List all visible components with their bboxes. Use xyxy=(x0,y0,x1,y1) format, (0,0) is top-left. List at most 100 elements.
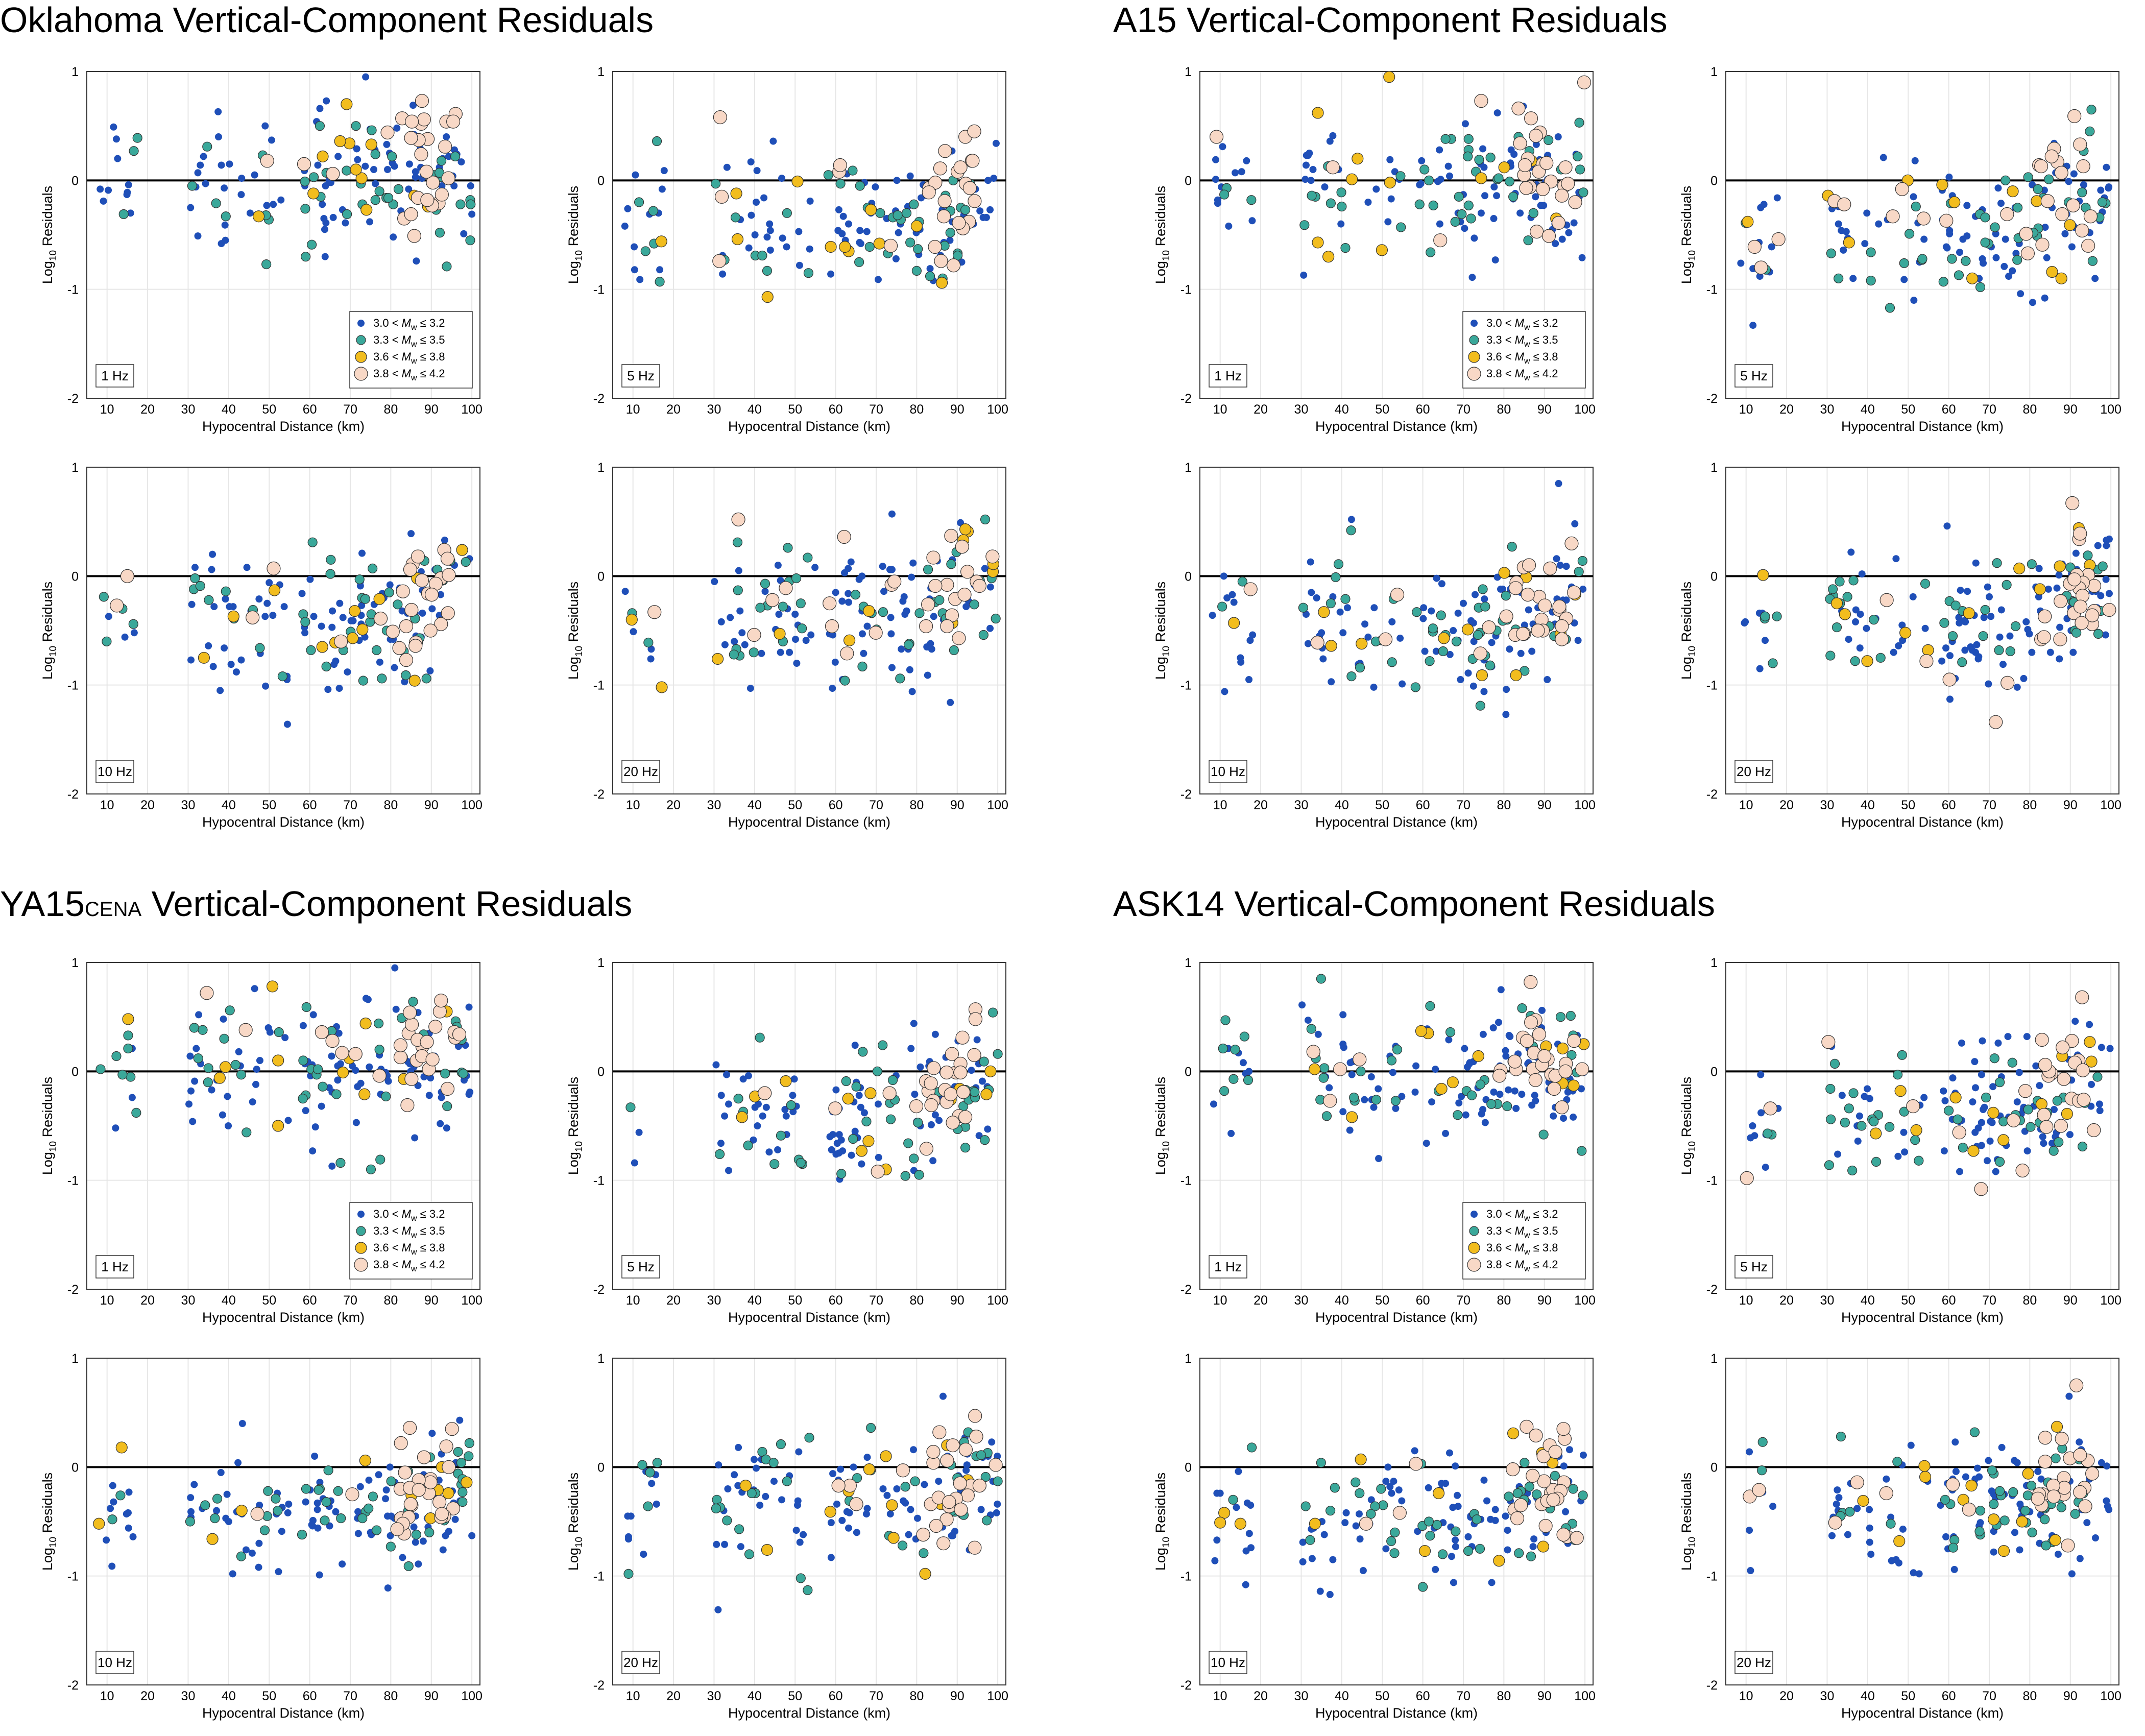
x-tick-label: 90 xyxy=(950,798,965,812)
x-tick-label: 30 xyxy=(181,1293,196,1308)
data-point xyxy=(2093,629,2104,639)
data-point xyxy=(802,637,810,644)
data-point xyxy=(253,1066,260,1073)
data-point xyxy=(2085,126,2095,136)
data-point xyxy=(989,1458,1003,1472)
data-point xyxy=(221,211,231,222)
data-point xyxy=(2035,565,2043,572)
data-point xyxy=(210,1513,220,1524)
data-point xyxy=(2002,580,2012,590)
data-point xyxy=(318,1102,325,1110)
data-point xyxy=(110,123,117,131)
data-point xyxy=(1939,213,1954,228)
data-point xyxy=(336,1513,346,1524)
data-point xyxy=(2038,609,2052,623)
data-point xyxy=(123,191,131,199)
data-point xyxy=(715,1461,722,1469)
data-point xyxy=(1966,272,1979,284)
data-point xyxy=(1956,249,1964,256)
legend-mw-sub: w xyxy=(1524,1231,1530,1240)
data-point xyxy=(769,1159,780,1169)
data-point xyxy=(938,144,952,158)
data-point xyxy=(1530,1535,1538,1543)
frequency-label: 1 Hz xyxy=(1209,1255,1247,1279)
data-point xyxy=(438,139,452,154)
data-point xyxy=(1247,1442,1257,1453)
data-point xyxy=(875,1153,882,1161)
data-point xyxy=(762,266,773,276)
x-tick-label: 10 xyxy=(1213,1293,1227,1308)
data-point xyxy=(1867,1551,1875,1558)
data-point xyxy=(1444,162,1452,170)
data-point xyxy=(1398,1093,1406,1100)
data-point xyxy=(300,617,310,627)
data-point xyxy=(208,566,215,573)
data-point xyxy=(2038,1057,2053,1072)
data-point xyxy=(1747,1567,1754,1574)
y-axis-label: Log10 Residuals xyxy=(1153,1077,1172,1175)
legend-hi: ≤ 3.2 xyxy=(417,1208,445,1220)
data-point xyxy=(2006,632,2014,640)
x-tick-label: 40 xyxy=(1861,1293,1875,1308)
data-point xyxy=(250,1507,264,1521)
data-point xyxy=(1237,654,1244,662)
data-point xyxy=(1958,1143,1968,1153)
data-point xyxy=(435,187,449,202)
x-tick-label: 40 xyxy=(222,1293,236,1308)
data-point xyxy=(99,592,109,602)
data-point xyxy=(1246,195,1257,205)
data-point xyxy=(1898,621,1906,629)
data-point xyxy=(328,623,336,631)
data-point xyxy=(862,1135,875,1147)
data-point xyxy=(2057,1072,2071,1086)
data-point xyxy=(187,204,195,211)
data-point xyxy=(468,1532,476,1539)
data-point xyxy=(456,544,468,556)
data-point xyxy=(885,1114,896,1124)
data-point xyxy=(738,629,746,637)
x-axis-label: Hypocentral Distance (km) xyxy=(1315,814,1478,830)
y-tick-label: -1 xyxy=(67,1174,79,1188)
x-tick-label: 10 xyxy=(626,402,640,417)
data-point xyxy=(2105,590,2113,597)
data-point xyxy=(1505,1086,1512,1094)
data-point xyxy=(371,645,382,655)
data-point xyxy=(939,1065,954,1080)
legend-mw-sub: w xyxy=(411,1248,417,1257)
data-point xyxy=(393,184,404,194)
data-point xyxy=(2046,1489,2061,1504)
data-point xyxy=(1833,1500,1840,1508)
plot-frame xyxy=(86,1358,480,1685)
x-tick-label: 20 xyxy=(1779,1293,1794,1308)
data-point xyxy=(409,102,417,109)
data-point xyxy=(953,1476,967,1490)
data-point xyxy=(861,1116,872,1127)
data-point xyxy=(640,1551,647,1558)
x-tick-label: 100 xyxy=(461,1293,483,1308)
legend-mw-sub: w xyxy=(411,1265,417,1273)
data-point xyxy=(1490,183,1498,191)
data-point xyxy=(888,566,896,573)
data-point xyxy=(947,698,954,706)
data-point xyxy=(1555,1100,1569,1115)
data-point xyxy=(1537,1474,1551,1488)
x-tick-label: 30 xyxy=(707,402,721,417)
data-point xyxy=(634,197,644,207)
data-point xyxy=(717,1092,725,1099)
x-tick-label: 20 xyxy=(1254,798,1268,812)
data-point xyxy=(2070,170,2078,178)
data-point xyxy=(1980,212,1990,223)
data-point xyxy=(2103,163,2110,171)
data-point xyxy=(1762,637,1769,644)
frequency-label: 1 Hz xyxy=(95,364,134,388)
x-tick-label: 100 xyxy=(461,1689,483,1703)
data-point xyxy=(2081,238,2095,253)
data-point xyxy=(1309,1063,1321,1075)
data-point xyxy=(2065,178,2072,185)
data-point xyxy=(359,1017,372,1030)
data-point xyxy=(1475,701,1485,711)
data-point xyxy=(1555,188,1569,203)
